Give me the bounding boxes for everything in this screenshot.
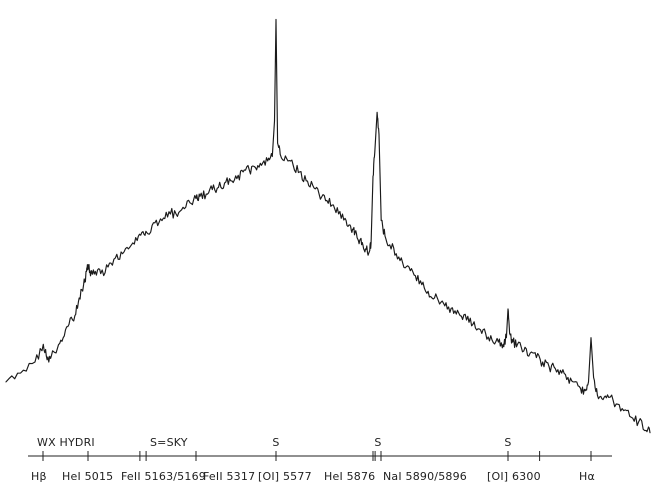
- chart-title: WX HYDRI: [37, 436, 95, 449]
- spectrum-line: [5, 18, 651, 434]
- sky-note: S=SKY: [150, 436, 188, 449]
- axis-ticks: [42, 451, 592, 461]
- sky-marker: S: [272, 436, 279, 449]
- line-label: HeI 5876: [324, 470, 375, 483]
- line-label: FeII 5163/5169: [121, 470, 206, 483]
- line-label: HeI 5015: [62, 470, 113, 483]
- sky-marker: S: [504, 436, 511, 449]
- line-label: Hα: [579, 470, 595, 483]
- line-label: [OI] 6300: [487, 470, 541, 483]
- line-label: [OI] 5577: [258, 470, 312, 483]
- sky-marker: S: [374, 436, 381, 449]
- line-label: FeII 5317: [203, 470, 255, 483]
- line-label: Hβ: [31, 470, 47, 483]
- line-label: NaI 5890/5896: [383, 470, 467, 483]
